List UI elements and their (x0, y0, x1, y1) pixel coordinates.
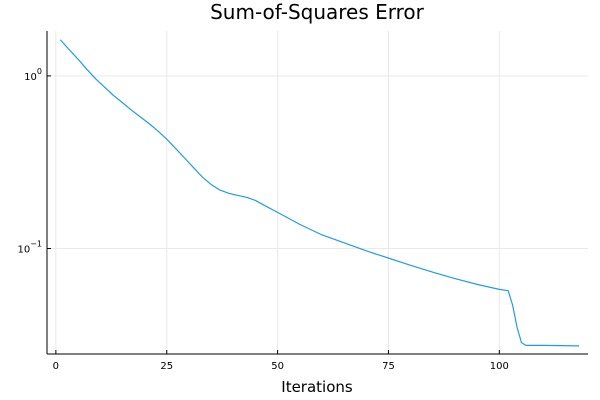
y-tick-label-exponent: 0 (37, 67, 42, 76)
x-tick-label: 25 (160, 361, 173, 372)
x-axis-title: Iterations (281, 378, 353, 396)
x-tick-label: 50 (271, 361, 284, 372)
x-tick-label: 0 (53, 361, 59, 372)
chart-title: Sum-of-Squares Error (210, 0, 425, 24)
y-tick-label-base: 10 (24, 72, 37, 83)
x-tick-label: 75 (382, 361, 395, 372)
series-layer (59, 39, 580, 347)
y-tick-label: 10−1 (17, 240, 42, 256)
y-tick-label: 100 (24, 67, 42, 83)
y-tick-label-exponent: −1 (30, 240, 42, 249)
y-tick-label-base: 10 (17, 245, 30, 256)
grid (47, 31, 588, 354)
x-tick-label: 100 (490, 361, 509, 372)
series-line (59, 39, 580, 347)
axes (46, 31, 588, 355)
